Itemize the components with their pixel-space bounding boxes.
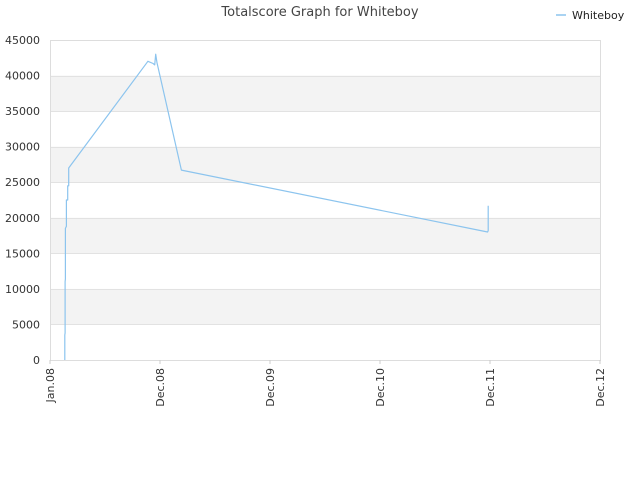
y-tick-label: 30000: [5, 141, 40, 154]
series-line-whiteboy: [64, 53, 489, 360]
grid-band: [50, 288, 600, 325]
y-tick-label: 20000: [5, 212, 40, 225]
y-tick-label: 5000: [12, 318, 40, 331]
x-tick-label: Dec.10: [374, 368, 387, 407]
x-tick-label: Dec.11: [484, 368, 497, 407]
x-tick-label: Dec.08: [154, 368, 167, 407]
x-tick-label: Jan.08: [44, 368, 57, 403]
y-tick-label: 35000: [5, 105, 40, 118]
y-tick-label: 0: [33, 354, 40, 367]
x-tick-label: Dec.12: [594, 368, 607, 407]
series-layer: [64, 53, 489, 360]
legend: Whiteboy: [556, 9, 625, 22]
grid-band: [50, 217, 600, 254]
legend-label: Whiteboy: [572, 9, 625, 22]
grid-band: [50, 146, 600, 183]
y-tick-label: 45000: [5, 34, 40, 47]
y-axis-ticks: 0 5000 10000 15000 20000 25000 30000 35000 40000…: [5, 34, 40, 367]
x-axis-ticks: Jan.08 Dec.08 Dec.09 Dec.10 Dec.11 Dec.12: [44, 360, 607, 407]
y-tick-label: 40000: [5, 70, 40, 83]
grid-bands: [50, 75, 600, 325]
grid-band: [50, 75, 600, 112]
plot-frame: [50, 40, 601, 361]
x-tick-label: Dec.09: [264, 368, 277, 407]
y-tick-label: 15000: [5, 247, 40, 260]
chart-title: Totalscore Graph for Whiteboy: [220, 5, 418, 20]
y-tick-label: 25000: [5, 176, 40, 189]
y-tick-label: 10000: [5, 283, 40, 296]
